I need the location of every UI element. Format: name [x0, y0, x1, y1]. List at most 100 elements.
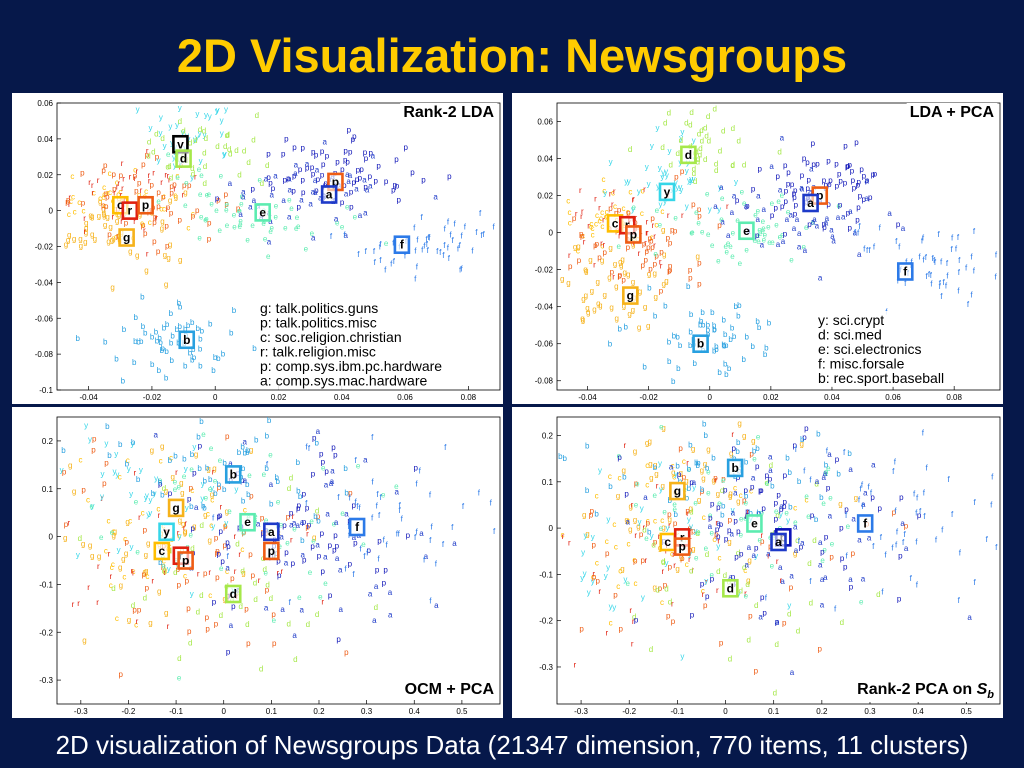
scatter-point-f: f [462, 502, 465, 511]
scatter-point-q: p [793, 186, 798, 195]
scatter-point-q: p [822, 176, 827, 185]
scatter-point-b: b [712, 326, 717, 335]
scatter-point-p: p [272, 639, 277, 648]
scatter-point-e: e [198, 190, 203, 199]
scatter-point-y: y [173, 161, 177, 170]
scatter-point-d: d [190, 544, 194, 553]
scatter-point-a: a [669, 463, 674, 472]
scatter-point-g: g [106, 237, 110, 246]
scatter-point-q: p [804, 424, 809, 433]
scatter-point-a: a [861, 500, 866, 509]
scatter-point-r: r [645, 228, 648, 237]
scatter-point-f: f [946, 259, 949, 268]
scatter-point-c: c [162, 557, 166, 566]
scatter-point-p: p [177, 215, 182, 224]
scatter-point-f: f [948, 475, 951, 484]
scatter-point-g: g [623, 268, 627, 277]
scatter-point-d: d [651, 540, 655, 549]
scatter-point-q: p [786, 179, 791, 188]
scatter-point-e: e [760, 508, 765, 517]
scatter-point-r: r [167, 171, 170, 180]
scatter-point-p: p [653, 260, 658, 269]
scatter-point-b: b [757, 323, 762, 332]
centroid-box-b [178, 330, 196, 350]
scatter-point-e: e [824, 467, 829, 476]
scatter-point-y: y [224, 105, 228, 114]
scatter-point-q: p [266, 173, 271, 182]
scatter-point-a: a [768, 453, 773, 462]
scatter-point-r: r [602, 240, 605, 249]
scatter-point-g: g [97, 212, 101, 221]
scatter-point-d: d [742, 563, 746, 572]
scatter-point-q: p [716, 503, 721, 512]
scatter-point-p: p [286, 513, 291, 522]
scatter-point-r: r [632, 196, 635, 205]
scatter-point-g: g [625, 515, 629, 524]
scatter-point-a: a [841, 212, 846, 221]
scatter-point-a: a [815, 222, 820, 231]
centroid-label: b [731, 461, 738, 475]
scatter-point-q: p [677, 470, 682, 479]
scatter-point-q: p [862, 195, 867, 204]
scatter-point-c: c [566, 197, 570, 206]
scatter-point-g: g [619, 261, 623, 270]
scatter-point-g: g [600, 256, 604, 265]
scatter-point-y: y [685, 202, 689, 211]
scatter-point-f: f [427, 246, 430, 255]
scatter-point-d: d [693, 177, 697, 186]
scatter-point-f: f [922, 256, 925, 265]
scatter-point-e: e [285, 538, 290, 547]
scatter-point-g: g [79, 241, 83, 250]
scatter-point-a: a [305, 160, 310, 169]
scatter-point-g: g [212, 464, 216, 473]
scatter-point-b: b [751, 342, 756, 351]
scatter-point-r: r [146, 250, 149, 259]
scatter-point-c: c [159, 456, 163, 465]
scatter-point-y: y [674, 469, 678, 478]
scatter-point-g: g [125, 518, 129, 527]
scatter-point-e: e [690, 228, 695, 237]
scatter-point-a: a [818, 561, 823, 570]
scatter-point-d: d [649, 645, 653, 654]
scatter-point-f: f [480, 231, 483, 240]
scatter-point-c: c [581, 231, 585, 240]
scatter-point-a: a [348, 171, 353, 180]
centroid-label: e [751, 516, 758, 530]
scatter-point-c: c [106, 189, 110, 198]
scatter-point-a: a [354, 185, 359, 194]
scatter-point-e: e [294, 224, 299, 233]
scatter-point-q: p [765, 471, 770, 480]
scatter-point-y: y [200, 494, 204, 503]
scatter-point-b: b [196, 324, 201, 333]
scatter-point-r: r [160, 178, 163, 187]
scatter-point-f: f [809, 475, 812, 484]
scatter-point-a: a [269, 480, 274, 489]
scatter-point-g: g [703, 459, 707, 468]
scatter-point-e: e [356, 462, 361, 471]
scatter-point-y: y [624, 177, 628, 186]
scatter-point-q: p [447, 172, 452, 181]
scatter-point-c: c [210, 495, 214, 504]
scatter-point-q: p [690, 610, 695, 619]
scatter-point-b: b [241, 497, 246, 506]
scatter-point-f: f [289, 598, 292, 607]
scatter-point-r: r [97, 176, 100, 185]
scatter-point-y: y [609, 602, 613, 611]
scatter-point-p: p [789, 583, 794, 592]
scatter-point-d: d [255, 111, 259, 120]
scatter-point-y: y [692, 483, 696, 492]
scatter-point-g: g [654, 469, 658, 478]
y-tick-label: -0.3 [39, 676, 53, 685]
scatter-point-b: b [734, 302, 739, 311]
scatter-point-d: d [712, 104, 716, 113]
scatter-point-b: b [198, 362, 203, 371]
scatter-point-d: d [287, 484, 291, 493]
scatter-point-g: g [584, 266, 588, 275]
scatter-point-b: b [200, 326, 205, 335]
scatter-point-g: g [90, 552, 94, 561]
scatter-point-d: d [777, 148, 781, 157]
y-tick-label: -0.3 [539, 663, 553, 672]
scatter-point-c: c [605, 208, 609, 217]
scatter-point-r: r [148, 176, 151, 185]
centroid-box-r [121, 201, 139, 220]
